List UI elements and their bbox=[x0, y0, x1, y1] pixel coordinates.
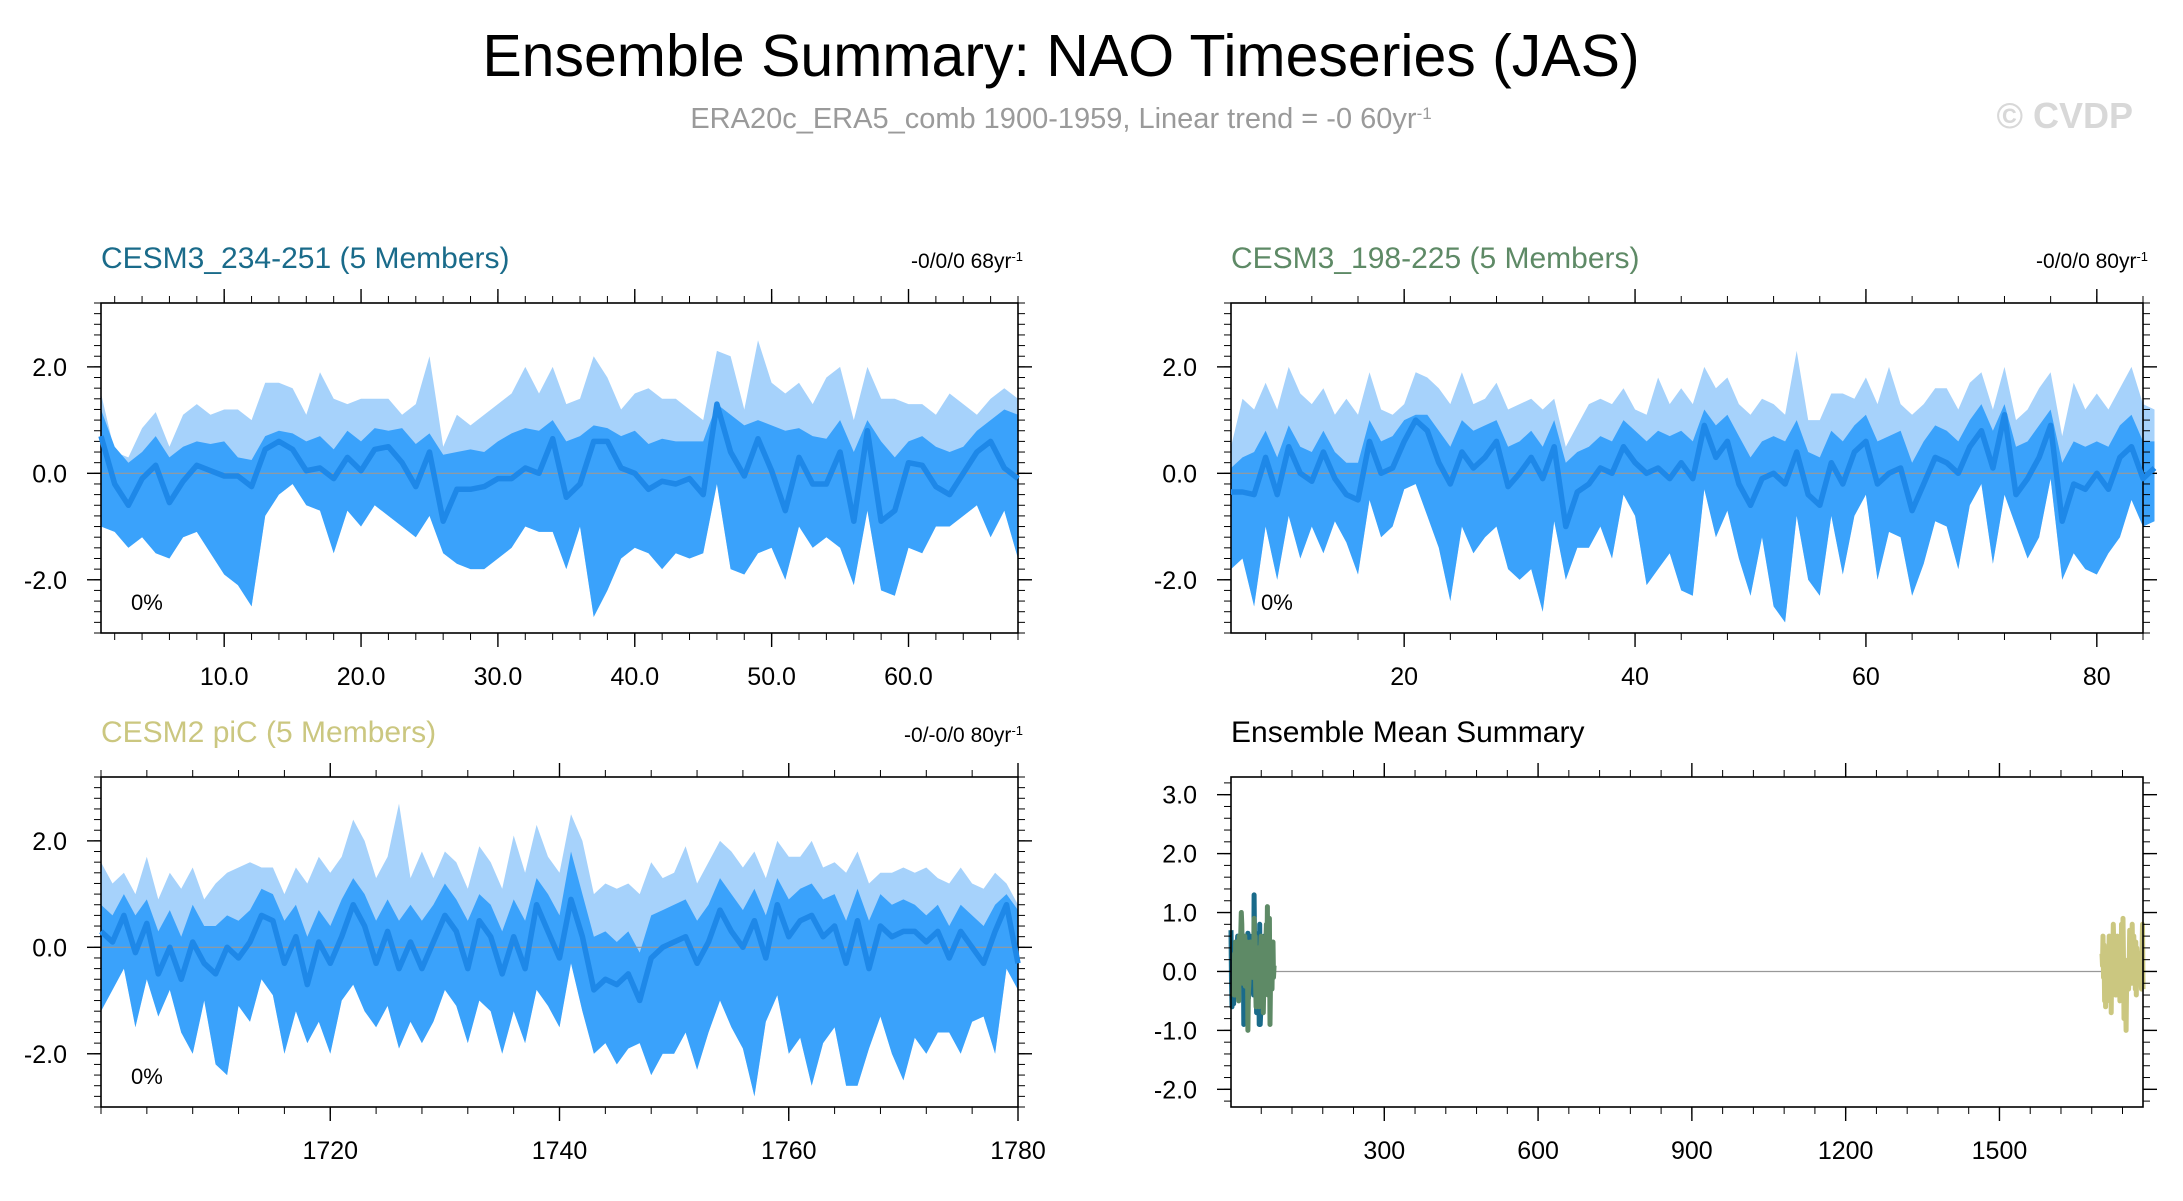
panel-trend: -0/0/0 68yr-1 bbox=[911, 249, 1023, 274]
x-tick-label: 1200 bbox=[1818, 1137, 1874, 1165]
panel-title: CESM3_198-225 (5 Members) bbox=[1231, 242, 1640, 275]
y-tick-label: 0.0 bbox=[1162, 460, 1197, 488]
figure-title: Ensemble Summary: NAO Timeseries (JAS) bbox=[482, 23, 1639, 89]
x-tick-label: 80 bbox=[2083, 663, 2111, 691]
panel-trend-sup: -1 bbox=[1011, 723, 1023, 738]
panel-trend-value: -0/0/0 68yr bbox=[911, 250, 1011, 273]
panel-2: 20 40 60 80 -2.0 0.0 2.0 CESM3_198-225 (5 Membe… bbox=[1154, 242, 2157, 691]
inner-range-band bbox=[101, 851, 1018, 1097]
y-tick-label: 2.0 bbox=[1162, 354, 1197, 382]
plot-frame bbox=[100, 302, 1019, 634]
x-tick-label: 20.0 bbox=[337, 663, 386, 691]
x-tick-label: 600 bbox=[1517, 1137, 1559, 1165]
ensemble-mean-line bbox=[1231, 412, 2157, 530]
x-tick-label: 1720 bbox=[302, 1137, 358, 1165]
ensemble-mean-line bbox=[99, 896, 1021, 1004]
percent-label: 0% bbox=[131, 590, 163, 615]
y-tick-label: 0.0 bbox=[1162, 958, 1197, 986]
panel-trend-value: -0/-0/0 80yr bbox=[904, 724, 1011, 747]
panel-4: 300 600 900 1200 1500 -2.0 -1.0 0.0 1.0 2.0 3.0 Ens… bbox=[1154, 716, 2157, 1165]
figure-subtitle-sup: -1 bbox=[1417, 104, 1432, 123]
x-tick-label: 1780 bbox=[990, 1137, 1046, 1165]
summary-series-line bbox=[1231, 904, 1277, 1033]
y-tick-label: 3.0 bbox=[1162, 782, 1197, 810]
panel-trend: -0/0/0 80yr-1 bbox=[2036, 249, 2148, 274]
x-tick-label: 10.0 bbox=[200, 663, 249, 691]
percent-label: 0% bbox=[131, 1064, 163, 1089]
x-tick-label: 300 bbox=[1363, 1137, 1405, 1165]
watermark: © CVDP bbox=[1996, 95, 2133, 136]
panel-title: Ensemble Mean Summary bbox=[1231, 716, 1584, 749]
panel-trend: -0/-0/0 80yr-1 bbox=[904, 723, 1023, 748]
percent-label: 0% bbox=[1261, 590, 1293, 615]
x-tick-label: 1500 bbox=[1972, 1137, 2028, 1165]
panel-trend-sup: -1 bbox=[1011, 249, 1023, 264]
x-tick-label: 50.0 bbox=[747, 663, 796, 691]
x-tick-label: 60 bbox=[1852, 663, 1880, 691]
y-tick-label: 2.0 bbox=[32, 828, 67, 856]
x-tick-label: 30.0 bbox=[474, 663, 523, 691]
x-tick-label: 20 bbox=[1390, 663, 1418, 691]
figure-subtitle: ERA20c_ERA5_comb 1900-1959, Linear trend… bbox=[690, 103, 1431, 135]
x-tick-label: 900 bbox=[1671, 1137, 1713, 1165]
x-tick-label: 40.0 bbox=[610, 663, 659, 691]
y-tick-label: -2.0 bbox=[1154, 1076, 1197, 1104]
inner-range-band bbox=[101, 404, 1018, 617]
panel-title: CESM3_234-251 (5 Members) bbox=[101, 242, 510, 275]
x-tick-label: 1740 bbox=[532, 1137, 588, 1165]
plot-frame bbox=[1230, 776, 2144, 1108]
y-tick-label: 0.0 bbox=[32, 460, 67, 488]
x-tick-label: 1760 bbox=[761, 1137, 817, 1165]
x-tick-label: 60.0 bbox=[884, 663, 933, 691]
panel-title: CESM2 piC (5 Members) bbox=[101, 716, 436, 749]
y-tick-label: -2.0 bbox=[24, 1041, 67, 1069]
y-tick-label: 1.0 bbox=[1162, 900, 1197, 928]
y-tick-label: -1.0 bbox=[1154, 1017, 1197, 1045]
y-tick-label: 2.0 bbox=[32, 354, 67, 382]
y-tick-label: 0.0 bbox=[32, 934, 67, 962]
y-tick-label: -2.0 bbox=[24, 567, 67, 595]
panel-trend-value: -0/0/0 80yr bbox=[2036, 250, 2136, 273]
panels: 10.0 20.0 30.0 40.0 50.0 60.0 -2.0 0.0 2.0 CESM3_… bbox=[24, 242, 2157, 1165]
plot-frame bbox=[1230, 302, 2144, 634]
summary-series-line bbox=[2099, 915, 2146, 1033]
y-tick-label: 2.0 bbox=[1162, 841, 1197, 869]
panel-trend-sup: -1 bbox=[2136, 249, 2148, 264]
x-tick-label: 40 bbox=[1621, 663, 1649, 691]
y-tick-label: -2.0 bbox=[1154, 567, 1197, 595]
panel-3: 1720 1740 1760 1780 -2.0 0.0 2.0 CESM2 piC (5 M… bbox=[24, 716, 1046, 1165]
figure-subtitle-main: ERA20c_ERA5_comb 1900-1959, Linear trend… bbox=[690, 103, 1417, 135]
panel-1: 10.0 20.0 30.0 40.0 50.0 60.0 -2.0 0.0 2.0 CESM3_… bbox=[24, 242, 1032, 691]
ensemble-mean-line bbox=[98, 401, 1020, 524]
